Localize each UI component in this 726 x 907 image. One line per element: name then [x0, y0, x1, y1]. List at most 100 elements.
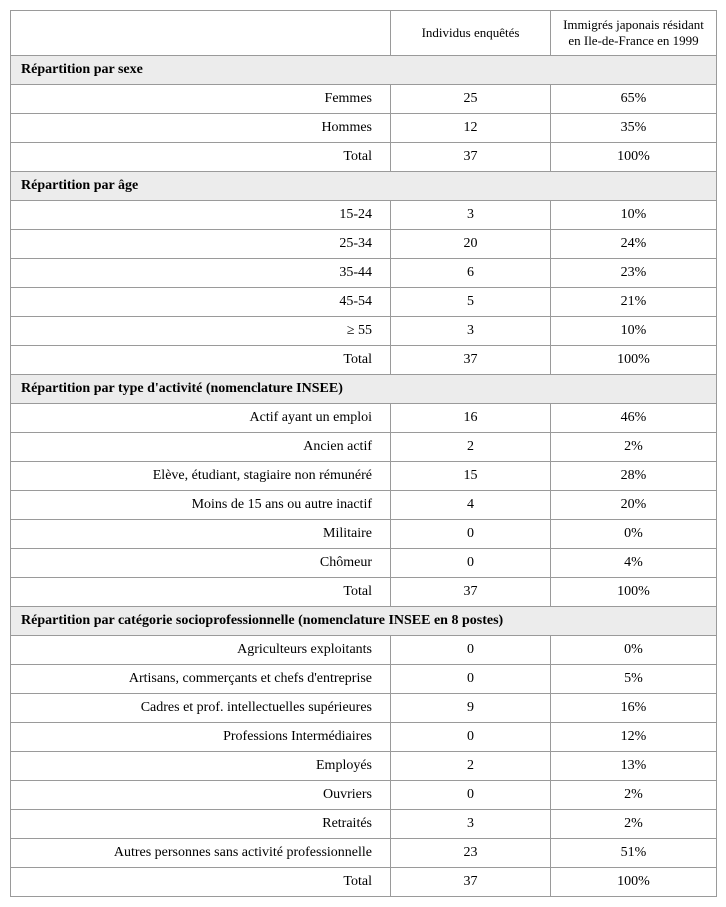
total-v1: 37: [391, 346, 551, 375]
row-label: ≥ 55: [11, 317, 391, 346]
row-label: Agriculteurs exploitants: [11, 636, 391, 665]
total-row: Total37100%: [11, 578, 717, 607]
row-v1: 3: [391, 201, 551, 230]
data-row: Autres personnes sans activité professio…: [11, 839, 717, 868]
row-label: Elève, étudiant, stagiaire non rémunéré: [11, 462, 391, 491]
total-label: Total: [11, 143, 391, 172]
row-v2: 24%: [551, 230, 717, 259]
row-label: Militaire: [11, 520, 391, 549]
row-label: Femmes: [11, 85, 391, 114]
total-v2: 100%: [551, 346, 717, 375]
data-row: Femmes2565%: [11, 85, 717, 114]
total-label: Total: [11, 868, 391, 897]
row-v2: 35%: [551, 114, 717, 143]
row-v2: 23%: [551, 259, 717, 288]
section-header-row: Répartition par sexe: [11, 56, 717, 85]
row-v1: 15: [391, 462, 551, 491]
row-v2: 12%: [551, 723, 717, 752]
row-v2: 10%: [551, 317, 717, 346]
row-v2: 0%: [551, 520, 717, 549]
row-label: Retraités: [11, 810, 391, 839]
row-label: 35-44: [11, 259, 391, 288]
row-v1: 5: [391, 288, 551, 317]
data-row: Artisans, commerçants et chefs d'entrepr…: [11, 665, 717, 694]
row-v2: 21%: [551, 288, 717, 317]
data-row: Chômeur04%: [11, 549, 717, 578]
row-label: Autres personnes sans activité professio…: [11, 839, 391, 868]
row-label: Artisans, commerçants et chefs d'entrepr…: [11, 665, 391, 694]
data-row: Ancien actif22%: [11, 433, 717, 462]
data-row: Employés213%: [11, 752, 717, 781]
total-row: Total37100%: [11, 346, 717, 375]
row-v1: 25: [391, 85, 551, 114]
row-v2: 46%: [551, 404, 717, 433]
section-header-row: Répartition par catégorie socioprofessio…: [11, 607, 717, 636]
demographics-table: Individus enquêtésImmigrés japonais rési…: [10, 10, 717, 897]
data-row: 15-24310%: [11, 201, 717, 230]
row-v1: 0: [391, 636, 551, 665]
row-v1: 2: [391, 433, 551, 462]
row-label: Cadres et prof. intellectuelles supérieu…: [11, 694, 391, 723]
total-v1: 37: [391, 578, 551, 607]
row-v1: 9: [391, 694, 551, 723]
data-row: Moins de 15 ans ou autre inactif420%: [11, 491, 717, 520]
header-individus: Individus enquêtés: [391, 11, 551, 56]
data-row: Hommes1235%: [11, 114, 717, 143]
row-label: 25-34: [11, 230, 391, 259]
row-v2: 16%: [551, 694, 717, 723]
total-label: Total: [11, 346, 391, 375]
total-row: Total37100%: [11, 868, 717, 897]
row-label: 45-54: [11, 288, 391, 317]
row-v2: 4%: [551, 549, 717, 578]
row-v1: 3: [391, 317, 551, 346]
data-row: Professions Intermédiaires012%: [11, 723, 717, 752]
data-row: Cadres et prof. intellectuelles supérieu…: [11, 694, 717, 723]
row-v2: 10%: [551, 201, 717, 230]
total-row: Total37100%: [11, 143, 717, 172]
section-title-csp: Répartition par catégorie socioprofessio…: [11, 607, 717, 636]
row-label: Chômeur: [11, 549, 391, 578]
row-v2: 51%: [551, 839, 717, 868]
row-v1: 20: [391, 230, 551, 259]
section-title-sexe: Répartition par sexe: [11, 56, 717, 85]
row-v1: 0: [391, 549, 551, 578]
header-row: Individus enquêtésImmigrés japonais rési…: [11, 11, 717, 56]
row-v2: 20%: [551, 491, 717, 520]
row-v2: 5%: [551, 665, 717, 694]
row-label: Ancien actif: [11, 433, 391, 462]
total-label: Total: [11, 578, 391, 607]
row-v1: 0: [391, 665, 551, 694]
row-v2: 2%: [551, 810, 717, 839]
row-v2: 13%: [551, 752, 717, 781]
row-label: Employés: [11, 752, 391, 781]
total-v2: 100%: [551, 868, 717, 897]
data-row: ≥ 55310%: [11, 317, 717, 346]
row-v1: 4: [391, 491, 551, 520]
header-blank: [11, 11, 391, 56]
row-v1: 6: [391, 259, 551, 288]
row-label: Ouvriers: [11, 781, 391, 810]
data-row: Retraités32%: [11, 810, 717, 839]
row-v1: 23: [391, 839, 551, 868]
row-v1: 0: [391, 781, 551, 810]
data-row: 25-342024%: [11, 230, 717, 259]
data-row: Ouvriers02%: [11, 781, 717, 810]
row-label: Professions Intermédiaires: [11, 723, 391, 752]
section-header-row: Répartition par âge: [11, 172, 717, 201]
row-v2: 65%: [551, 85, 717, 114]
row-v2: 2%: [551, 781, 717, 810]
total-v2: 100%: [551, 578, 717, 607]
row-label: 15-24: [11, 201, 391, 230]
header-immigres: Immigrés japonais résidant en Ile-de-Fra…: [551, 11, 717, 56]
row-v1: 3: [391, 810, 551, 839]
data-row: Elève, étudiant, stagiaire non rémunéré1…: [11, 462, 717, 491]
section-title-activite: Répartition par type d'activité (nomencl…: [11, 375, 717, 404]
data-row: Actif ayant un emploi1646%: [11, 404, 717, 433]
row-v2: 0%: [551, 636, 717, 665]
data-row: 45-54521%: [11, 288, 717, 317]
total-v1: 37: [391, 143, 551, 172]
row-v1: 2: [391, 752, 551, 781]
row-v1: 16: [391, 404, 551, 433]
row-v2: 28%: [551, 462, 717, 491]
total-v1: 37: [391, 868, 551, 897]
